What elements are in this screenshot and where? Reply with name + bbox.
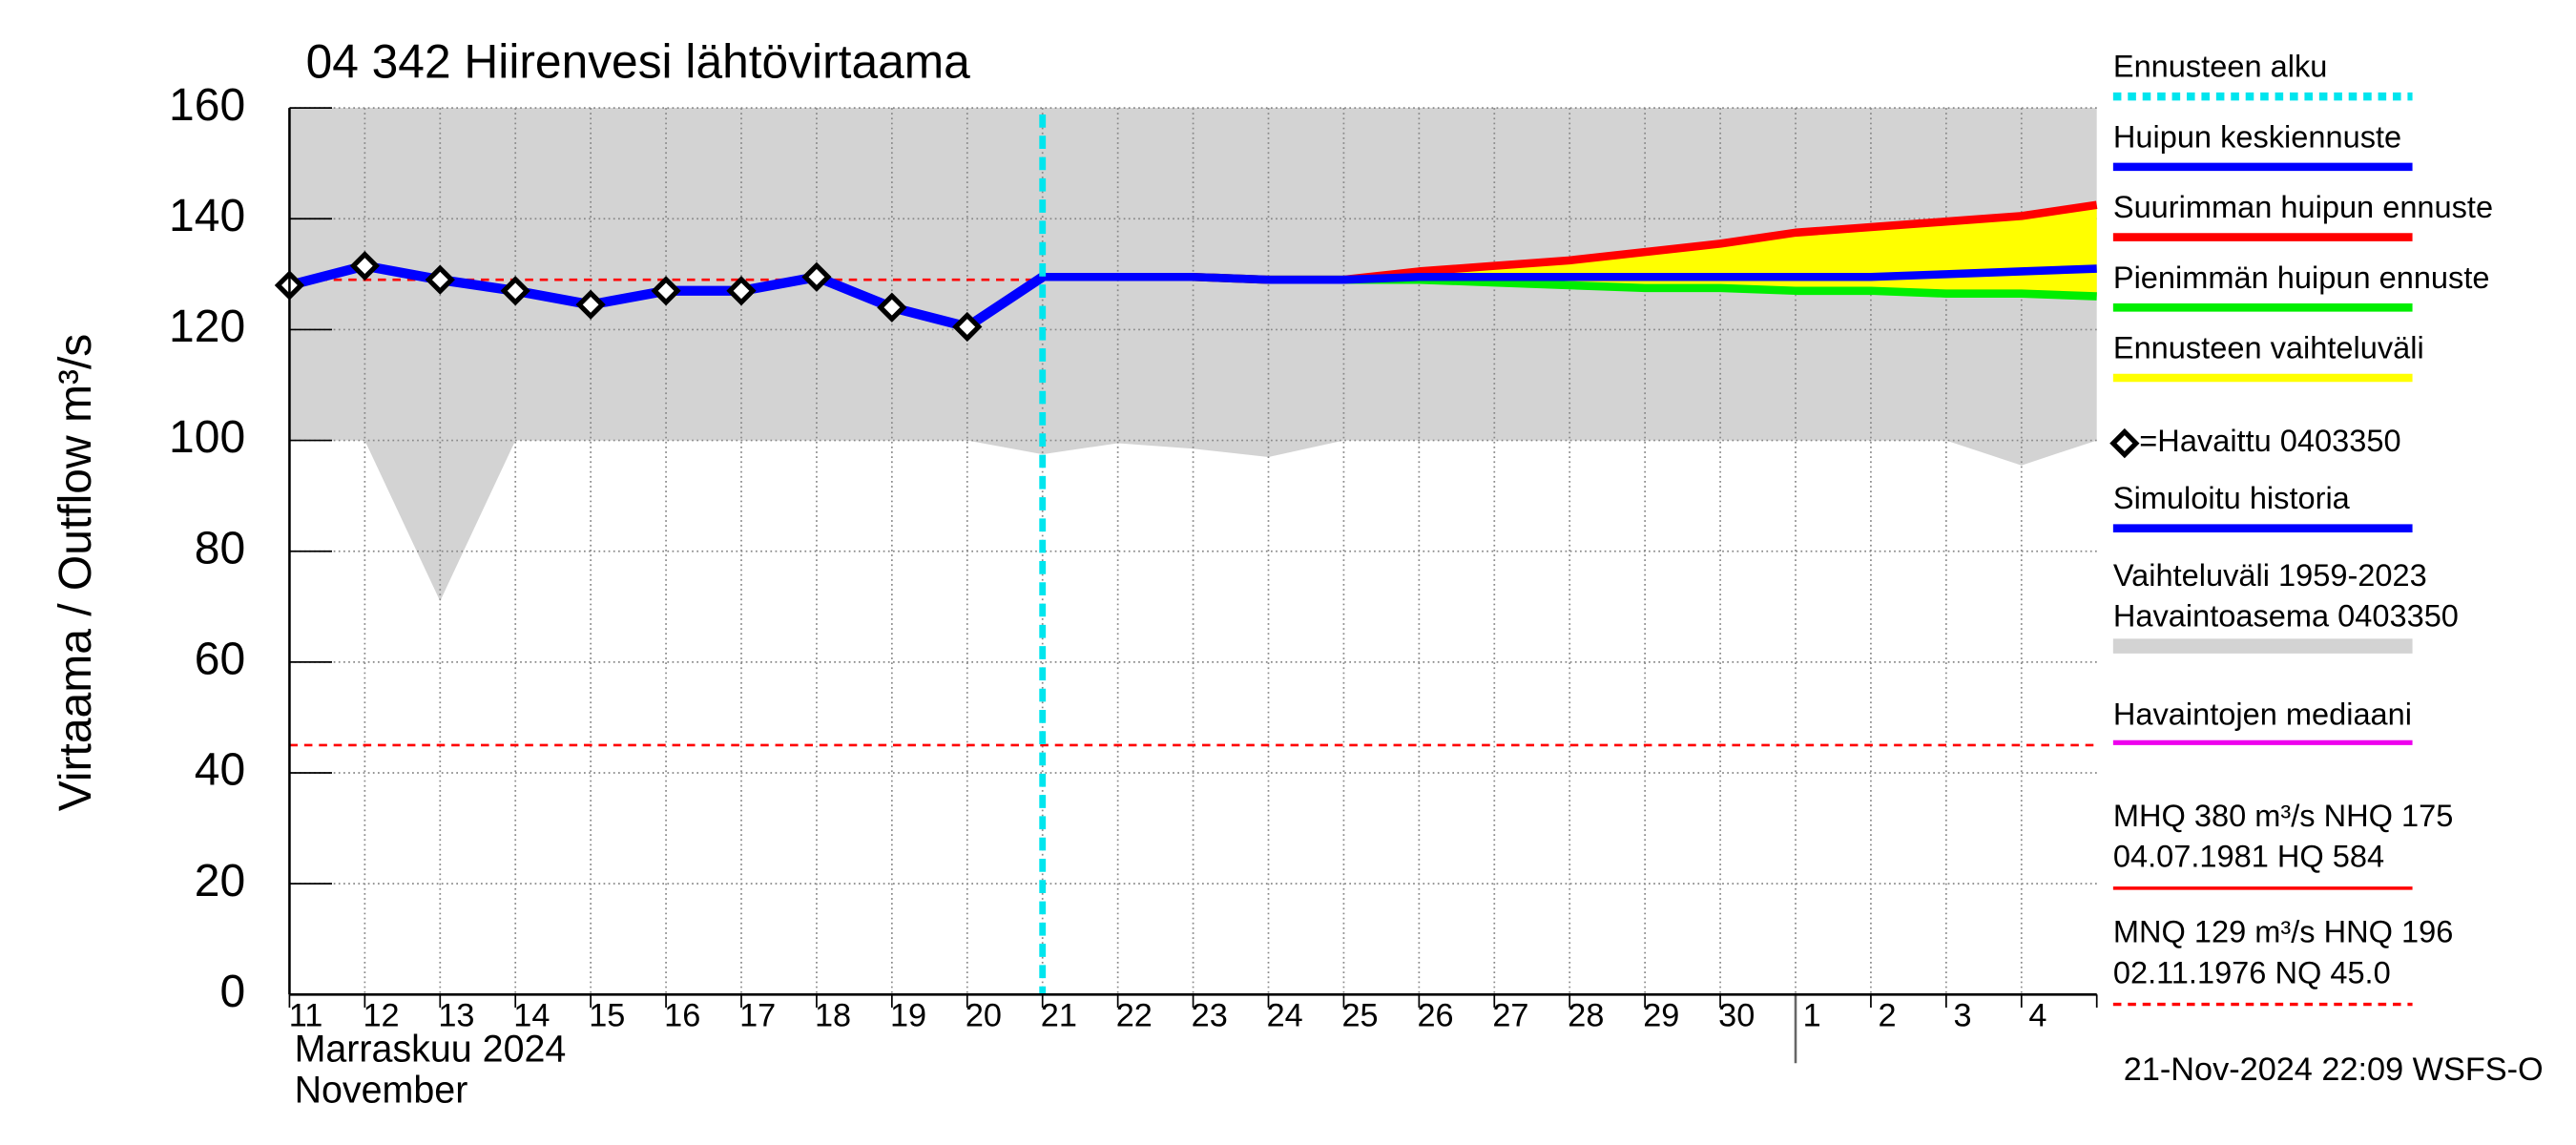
legend-label: Pienimmän huipun ennuste — [2113, 260, 2490, 295]
observed-marker — [952, 311, 983, 343]
chart-title: 04 342 Hiirenvesi lähtövirtaama — [306, 35, 971, 89]
observed-marker — [575, 289, 606, 320]
y-tick-label: 40 — [195, 745, 245, 796]
y-tick-label: 60 — [195, 635, 245, 685]
x-tick-label: 23 — [1192, 997, 1228, 1033]
legend-label: Simuloitu historia — [2113, 481, 2351, 515]
observed-marker — [877, 292, 907, 323]
x-tick-label: 15 — [589, 997, 625, 1033]
x-tick-label: 30 — [1718, 997, 1755, 1033]
x-tick-label: 11 — [289, 997, 323, 1033]
x-tick-label: 24 — [1267, 997, 1303, 1033]
footer: 21-Nov-2024 22:09 WSFS-O — [2124, 1051, 2544, 1088]
x-tick-label: 4 — [2028, 997, 2046, 1033]
y-tick-label: 0 — [219, 967, 245, 1017]
x-tick-label: 13 — [438, 997, 474, 1033]
x-axis-label: November — [295, 1070, 468, 1112]
x-tick-label: 17 — [739, 997, 776, 1033]
series-line — [1042, 264, 2097, 284]
legend-label: Havaintojen mediaani — [2113, 697, 2412, 731]
x-tick-label: 22 — [1116, 997, 1153, 1033]
legend-label: Havaintoasema 0403350 — [2113, 599, 2459, 634]
y-tick-label: 120 — [169, 302, 245, 352]
observed-marker — [726, 276, 757, 306]
x-tick-label: 26 — [1417, 997, 1453, 1033]
legend-label: MHQ 380 m³/s NHQ 175 — [2113, 799, 2453, 833]
legend-label: 02.11.1976 NQ 45.0 — [2113, 955, 2391, 989]
x-tick-label: 14 — [513, 997, 550, 1033]
legend-label: 04.07.1981 HQ 584 — [2113, 840, 2384, 874]
x-tick-label: 21 — [1041, 997, 1077, 1033]
x-tick-label: 19 — [890, 997, 926, 1033]
observed-marker — [425, 264, 455, 295]
y-tick-label: 20 — [195, 856, 245, 906]
x-tick-label: 16 — [664, 997, 700, 1033]
x-tick-label: 18 — [815, 997, 851, 1033]
legend-label: Ennusteen alku — [2113, 50, 2328, 84]
x-tick-label: 2 — [1879, 997, 1897, 1033]
observed-marker — [801, 261, 832, 292]
y-tick-label: 140 — [169, 191, 245, 241]
legend-label: Ennusteen vaihteluväli — [2113, 330, 2424, 364]
x-tick-label: 25 — [1342, 997, 1379, 1033]
legend-label: Vaihteluväli 1959-2023 — [2113, 558, 2427, 593]
legend-label: Suurimman huipun ennuste — [2113, 190, 2493, 224]
legend-marker — [2109, 427, 2140, 459]
y-tick-label: 160 — [169, 80, 245, 131]
x-tick-label: 28 — [1568, 997, 1604, 1033]
observed-marker — [651, 276, 681, 306]
legend-label: MNQ 129 m³/s HNQ 196 — [2113, 914, 2453, 948]
x-tick-label: 3 — [1953, 997, 1971, 1033]
y-axis-label: Virtaama / Outflow m³/s — [51, 334, 101, 812]
x-axis-label: Marraskuu 2024 — [295, 1029, 567, 1071]
y-tick-label: 100 — [169, 412, 245, 463]
x-tick-label: 27 — [1492, 997, 1528, 1033]
legend-label: Huipun keskiennuste — [2113, 119, 2401, 154]
legend-label: =Havaittu 0403350 — [2139, 424, 2400, 458]
observed-marker — [349, 251, 380, 281]
x-tick-label: 12 — [363, 997, 399, 1033]
y-tick-label: 80 — [195, 523, 245, 573]
x-tick-label: 20 — [966, 997, 1002, 1033]
x-tick-label: 1 — [1803, 997, 1821, 1033]
observed-marker — [500, 276, 530, 306]
x-tick-label: 29 — [1643, 997, 1679, 1033]
